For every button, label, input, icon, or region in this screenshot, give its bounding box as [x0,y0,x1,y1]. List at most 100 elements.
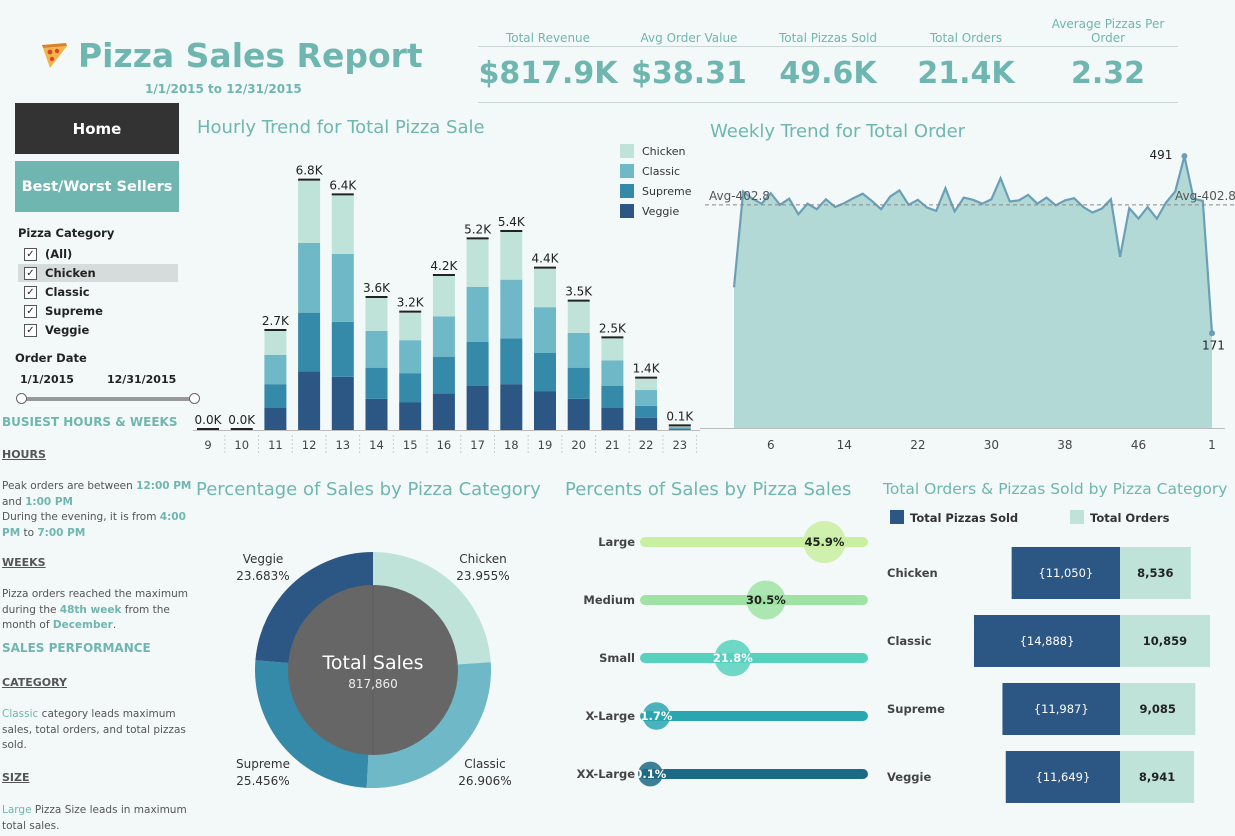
max-point [1181,153,1188,160]
size-bubble [642,702,671,730]
legend-swatch [620,164,634,178]
bar-segment-veggie [601,408,624,430]
x-tick-label: 30 [984,438,999,452]
min-point [1209,330,1215,337]
sales-performance-title: SALES PERFORMANCE [2,641,151,655]
bar-segment-chicken [298,180,321,243]
kpi-label: Total Orders [929,31,1003,45]
bar-segment-veggie [534,391,556,430]
filter-item-label: (All) [45,247,73,261]
best-worst-sellers-button[interactable]: Best/Worst Sellers [15,161,179,212]
bar-segment-classic [432,316,455,357]
size-percent-label: 30.5% [746,593,786,607]
bar-total-label: 3.6K [363,281,391,295]
bar-total-label: 1.4K [633,362,661,376]
bar-segment-supreme [466,342,489,386]
checkbox-icon[interactable]: ✓ [24,285,37,299]
date-slider-start-handle[interactable] [16,393,27,404]
bar-segment-veggie [668,429,691,430]
x-tick-label: 20 [571,438,586,452]
bar-segment-classic [668,427,691,429]
checkbox-icon[interactable]: ✓ [24,323,37,337]
bar-segment-chicken [264,331,287,355]
category-label: Supreme [887,702,945,716]
filter-item-chicken[interactable]: ✓ Chicken [18,264,178,282]
bar-segment-classic [534,307,556,353]
bar-segment-veggie [466,386,489,430]
total-orders-label: 8,941 [1139,770,1175,784]
bar-segment-veggie [298,371,321,430]
kpi-label: Total Pizzas Sold [778,31,878,45]
legend-item-veggie: Veggie [620,201,691,221]
date-slider-end-handle[interactable] [189,393,200,404]
bar-segment-supreme [331,321,354,377]
x-tick-label: 1 [1208,438,1216,452]
filter-item-veggie[interactable]: ✓ Veggie [18,321,178,339]
total-orders-bar [1120,615,1210,667]
x-tick-label: 11 [268,438,283,452]
bar-segment-supreme [432,356,455,394]
x-tick-label: 19 [538,438,553,452]
kpi-value: $817.9K [478,56,618,91]
filter-item-supreme[interactable]: ✓ Supreme [18,302,178,320]
x-tick-label: 17 [470,438,485,452]
category-text: Classic category leads maximum sales, to… [2,708,186,751]
size-bubble [637,761,663,787]
bar-total-label: 6.8K [296,164,324,178]
bar-segment-veggie [264,408,287,430]
order-date-label: Order Date [15,351,87,365]
total-orders-label: 10,859 [1143,634,1187,648]
checkbox-icon[interactable]: ✓ [24,247,37,261]
bar-segment-veggie [399,402,422,430]
pizza-category-label: Pizza Category [18,226,115,240]
total-orders-bar [1120,751,1195,803]
kpi-label: Avg Order Value [640,31,738,45]
bar-total-label: 0.0K [195,413,223,427]
bar-segment-veggie [567,398,590,430]
pizzas-sold-bar [1002,683,1120,735]
size-category-label: Large [598,535,635,549]
checkbox-icon[interactable]: ✓ [24,304,37,318]
x-tick-label: 22 [910,438,925,452]
bar-segment-classic [399,340,422,374]
x-tick-label: 22 [639,438,654,452]
pizzas-sold-bar [974,615,1120,667]
category-pie-title: Percentage of Sales by Pizza Category [196,479,541,500]
bar-segment-classic [298,243,321,313]
filter-item-classic[interactable]: ✓ Classic [18,283,178,301]
checkbox-icon[interactable]: ✓ [24,266,37,280]
hourly-stacked-bar-chart: 0.0K 9 0.0K 10 2.7K 11 6.8K 12 6.4K 13 3.6K 14 3.2K 1… [193,164,700,454]
legend-label: Supreme [642,184,692,198]
size-category-label: XX-Large [577,767,636,781]
home-button[interactable]: Home [15,103,179,154]
pizzas-sold-label: {11,987} [1034,702,1089,716]
average-label-left: Avg-402.8 [709,189,770,203]
bar-segment-supreme [399,373,422,403]
size-bubble-chart: Large 45.9% Medium 30.5% Small 21.8% X-Large 1.… [577,520,868,787]
slice-name-label: Classic [464,757,506,771]
slice-percent-label: 23.683% [236,569,289,583]
total-orders-bar [1120,547,1191,599]
weeks-heading: WEEKS [2,556,46,569]
bar-total-label: 2.7K [262,314,290,328]
category-donut-chart: Total Sales 817,860 Chicken 23.955% Classic 2… [236,552,512,788]
slice-name-label: Veggie [243,552,284,566]
bar-total-label: 5.2K [464,222,492,236]
bar-segment-veggie [365,398,388,430]
bar-total-label: 2.5K [599,321,627,335]
donut-center-value: 817,860 [348,677,398,691]
legend-swatch [620,144,634,158]
total-orders-bar [1120,683,1196,735]
kpi-bottom-divider [478,102,1178,103]
bar-segment-supreme [601,386,624,408]
bar-segment-chicken [331,195,354,254]
x-tick-label: 21 [605,438,620,452]
filter-item-all[interactable]: ✓ (All) [18,245,178,263]
bar-segment-classic [466,287,489,342]
x-tick-label: 6 [767,438,775,452]
bar-segment-veggie [331,376,354,430]
date-slider[interactable] [20,397,194,401]
kpi-value: 2.32 [1070,56,1146,91]
legend-swatch [620,204,634,218]
bar-segment-classic [635,390,658,406]
